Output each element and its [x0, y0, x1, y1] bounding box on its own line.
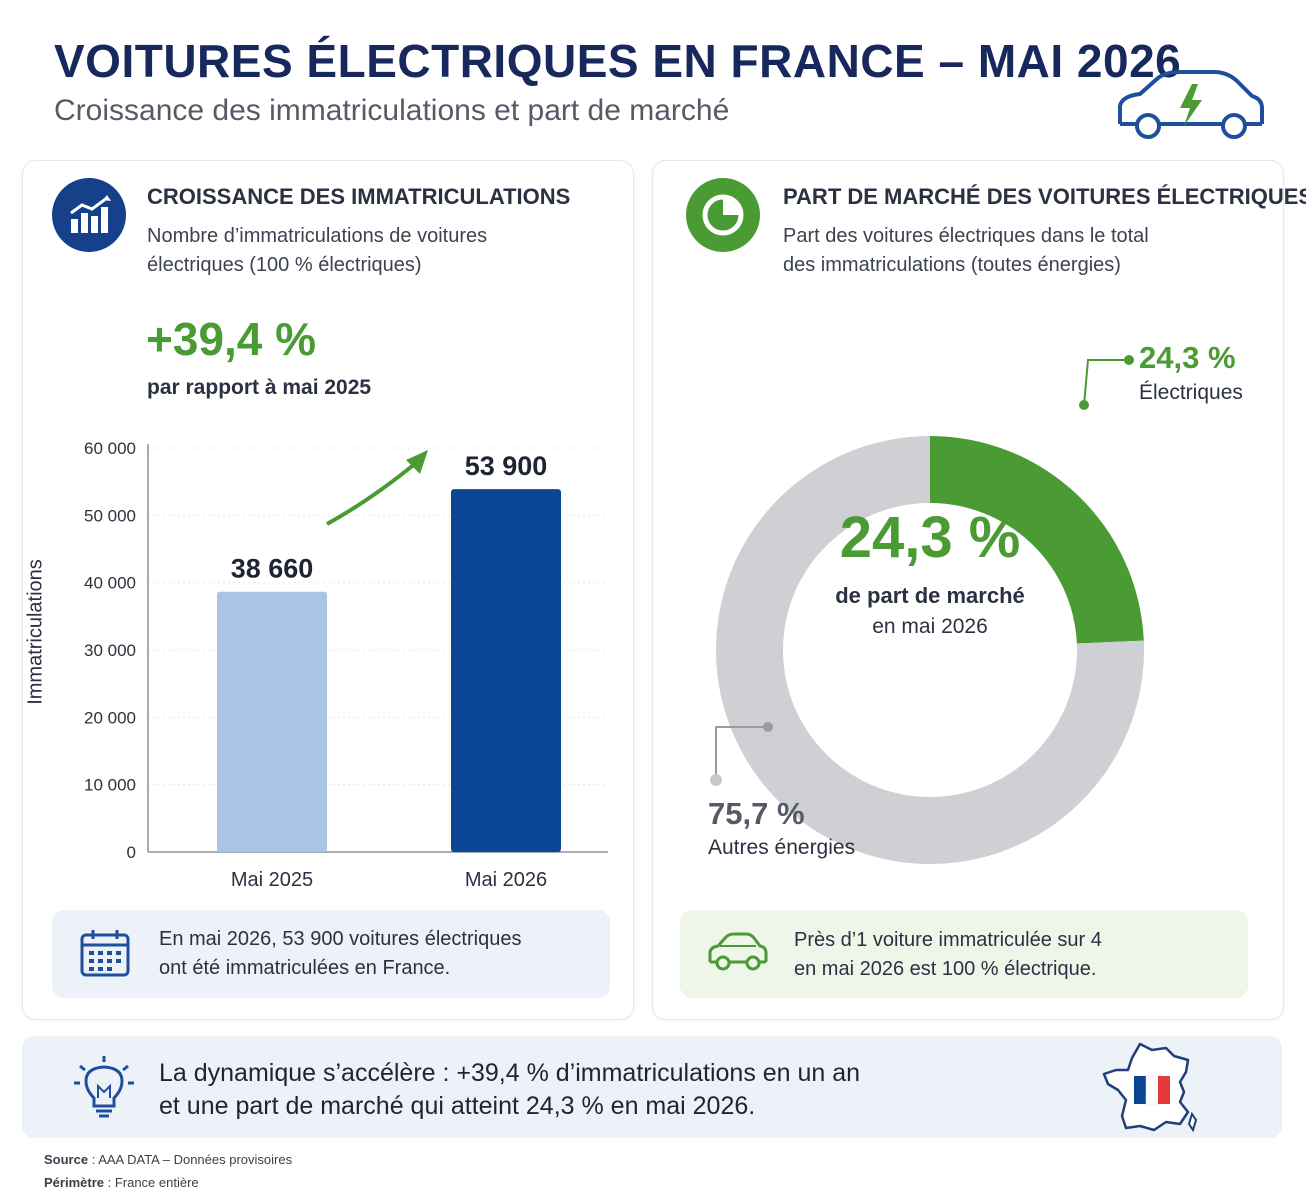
market-info-line2: en mai 2026 est 100 % électrique. [794, 958, 1097, 980]
other-leader-end [710, 774, 722, 786]
y-axis-label: Immatriculations [24, 559, 47, 705]
other-slice-label: 75,7 % [708, 796, 805, 831]
bar-value-label: 53 900 [465, 451, 548, 481]
market-description-2: des immatriculations (toutes énergies) [783, 254, 1121, 276]
growth-arrow [326, 456, 424, 526]
market-section-title: PART DE MARCHÉ DES VOITURES ÉLECTRIQUES [783, 184, 1306, 209]
y-tick-label: 40 000 [84, 574, 136, 593]
bar-mai-2025 [217, 591, 327, 852]
source-note: Source : AAA DATA – Données provisoires [44, 1152, 292, 1167]
bar-mai-2026 [451, 489, 561, 852]
scope-label: Périmètre [44, 1175, 104, 1190]
page-subtitle: Croissance des immatriculations et part … [54, 94, 730, 127]
calendar-icon [80, 930, 130, 977]
electric-slice-label: 24,3 % [1139, 340, 1236, 375]
growth-description-1: Nombre d’immatriculations de voitures [147, 225, 488, 247]
bar-value-label: 38 660 [231, 554, 314, 584]
scope-text: : France entière [103, 1175, 199, 1190]
y-tick-label: 30 000 [84, 641, 136, 660]
y-tick-label: 60 000 [84, 439, 136, 458]
market-share-donut [710, 355, 1144, 864]
electric-leader-end [1124, 355, 1134, 365]
page-title: VOITURES ÉLECTRIQUES EN FRANCE – MAI 202… [54, 35, 1182, 87]
market-description-1: Part des voitures électriques dans le to… [783, 225, 1149, 247]
growth-value: +39,4 % [146, 313, 317, 365]
market-info-box [680, 910, 1248, 998]
car-icon [708, 932, 768, 971]
conclusion-banner [22, 1036, 1282, 1138]
x-category-label: Mai 2026 [465, 869, 547, 891]
growth-arrow-head [406, 450, 428, 474]
donut-slice-electric [930, 436, 1144, 644]
conclusion-line1: La dynamique s’accélère : +39,4 % d’imma… [159, 1059, 861, 1087]
donut-center-caption2: en mai 2026 [872, 615, 988, 638]
electric-leader-line [1083, 359, 1126, 406]
growth-description-2: électriques (100 % électriques) [147, 254, 422, 276]
bar-chart-icon [52, 178, 126, 252]
electric-leader-dot [1079, 400, 1089, 410]
lightbulb-icon [74, 1056, 134, 1118]
pie-chart-icon [686, 178, 760, 252]
y-tick-label: 50 000 [84, 506, 136, 525]
france-map-icon [1102, 1042, 1198, 1133]
other-leader-dot [763, 722, 773, 732]
other-slice-name: Autres énergies [708, 836, 856, 859]
source-text: : AAA DATA – Données provisoires [88, 1152, 293, 1167]
electric-car-icon [1118, 70, 1264, 139]
donut-center-caption1: de part de marché [835, 583, 1025, 608]
growth-caption: par rapport à mai 2025 [147, 376, 372, 399]
registrations-info-line2: ont été immatriculées en France. [159, 957, 451, 979]
other-leader-line [715, 726, 768, 780]
registrations-info-box [52, 910, 610, 998]
electric-slice-name: Électriques [1139, 381, 1243, 404]
y-tick-label: 0 [127, 843, 136, 862]
registrations-bar-chart: 0 10 000 20 000 30 000 40 000 50 000 60 000 38 … [84, 439, 608, 891]
donut-slice-other [716, 436, 1144, 864]
y-tick-label: 20 000 [84, 708, 136, 727]
source-label: Source [44, 1152, 89, 1167]
conclusion-line2: et une part de marché qui atteint 24,3 %… [159, 1092, 756, 1120]
registrations-info-line1: En mai 2026, 53 900 voitures électriques [159, 928, 522, 950]
scope-note: Périmètre : France entière [44, 1175, 199, 1190]
growth-section-title: CROISSANCE DES IMMATRICULATIONS [147, 184, 571, 209]
x-category-label: Mai 2025 [231, 869, 313, 891]
y-tick-label: 10 000 [84, 776, 136, 795]
donut-center-value: 24,3 % [839, 505, 1021, 570]
market-info-line1: Près d’1 voiture immatriculée sur 4 [794, 929, 1102, 951]
